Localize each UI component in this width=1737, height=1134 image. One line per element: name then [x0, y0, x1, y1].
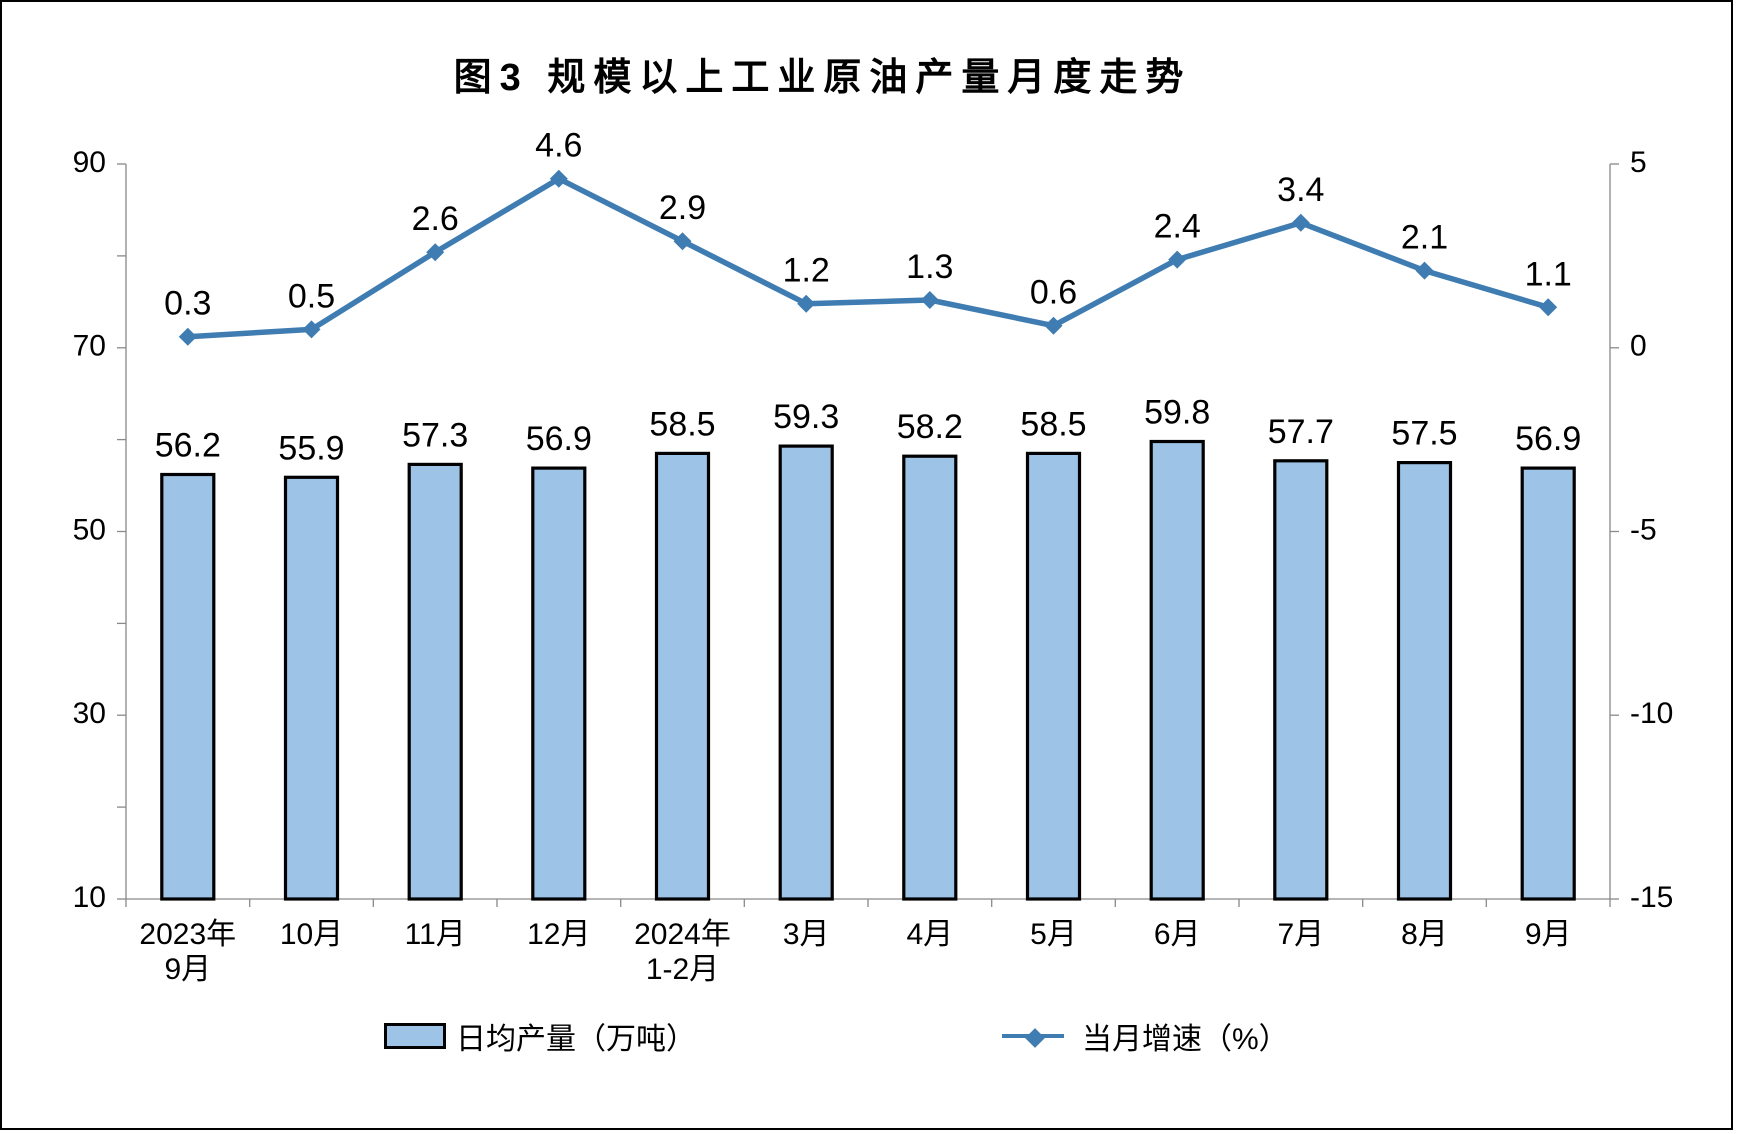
svg-text:1.3: 1.3	[906, 248, 953, 286]
svg-text:0.5: 0.5	[288, 277, 335, 315]
svg-text:9月: 9月	[164, 953, 211, 986]
svg-text:0.6: 0.6	[1030, 274, 1077, 312]
svg-text:90: 90	[73, 146, 106, 179]
svg-text:30: 30	[73, 697, 106, 730]
svg-text:58.2: 58.2	[897, 408, 963, 446]
svg-text:1-2月: 1-2月	[646, 953, 719, 986]
svg-text:56.9: 56.9	[526, 420, 592, 458]
svg-text:0.3: 0.3	[164, 285, 211, 323]
svg-text:50: 50	[73, 513, 106, 546]
svg-text:0: 0	[1630, 330, 1647, 363]
svg-text:5月: 5月	[1030, 918, 1077, 951]
svg-text:57.5: 57.5	[1391, 415, 1457, 453]
svg-text:1.2: 1.2	[783, 252, 830, 290]
svg-text:2.9: 2.9	[659, 189, 706, 227]
svg-text:2024年: 2024年	[634, 918, 731, 951]
svg-text:4.6: 4.6	[535, 127, 582, 165]
svg-text:11月: 11月	[405, 918, 466, 951]
svg-text:-15: -15	[1630, 881, 1673, 914]
svg-text:8月: 8月	[1401, 918, 1448, 951]
svg-text:56.9: 56.9	[1515, 420, 1581, 458]
svg-text:10: 10	[73, 881, 106, 914]
svg-text:2023年: 2023年	[139, 918, 236, 951]
svg-text:59.3: 59.3	[773, 398, 839, 436]
svg-text:2.6: 2.6	[412, 200, 459, 238]
svg-text:9月: 9月	[1525, 918, 1572, 951]
svg-text:56.2: 56.2	[155, 427, 221, 465]
svg-text:57.3: 57.3	[402, 416, 468, 454]
svg-text:12月: 12月	[527, 918, 590, 951]
svg-text:10月: 10月	[280, 918, 343, 951]
svg-text:3.4: 3.4	[1277, 171, 1324, 209]
svg-text:59.8: 59.8	[1144, 394, 1210, 432]
svg-text:57.7: 57.7	[1268, 413, 1334, 451]
svg-text:6月: 6月	[1154, 918, 1201, 951]
svg-text:3月: 3月	[783, 918, 830, 951]
svg-text:7月: 7月	[1277, 918, 1324, 951]
svg-text:5: 5	[1630, 146, 1647, 179]
svg-text:-10: -10	[1630, 697, 1673, 730]
svg-text:2.1: 2.1	[1401, 219, 1448, 257]
svg-text:2.4: 2.4	[1154, 208, 1201, 246]
svg-text:58.5: 58.5	[649, 405, 715, 443]
svg-text:1.1: 1.1	[1525, 255, 1572, 293]
svg-text:58.5: 58.5	[1020, 405, 1086, 443]
svg-text:4月: 4月	[906, 918, 953, 951]
svg-text:55.9: 55.9	[278, 429, 344, 467]
svg-text:-5: -5	[1630, 513, 1657, 546]
svg-text:70: 70	[73, 330, 106, 363]
